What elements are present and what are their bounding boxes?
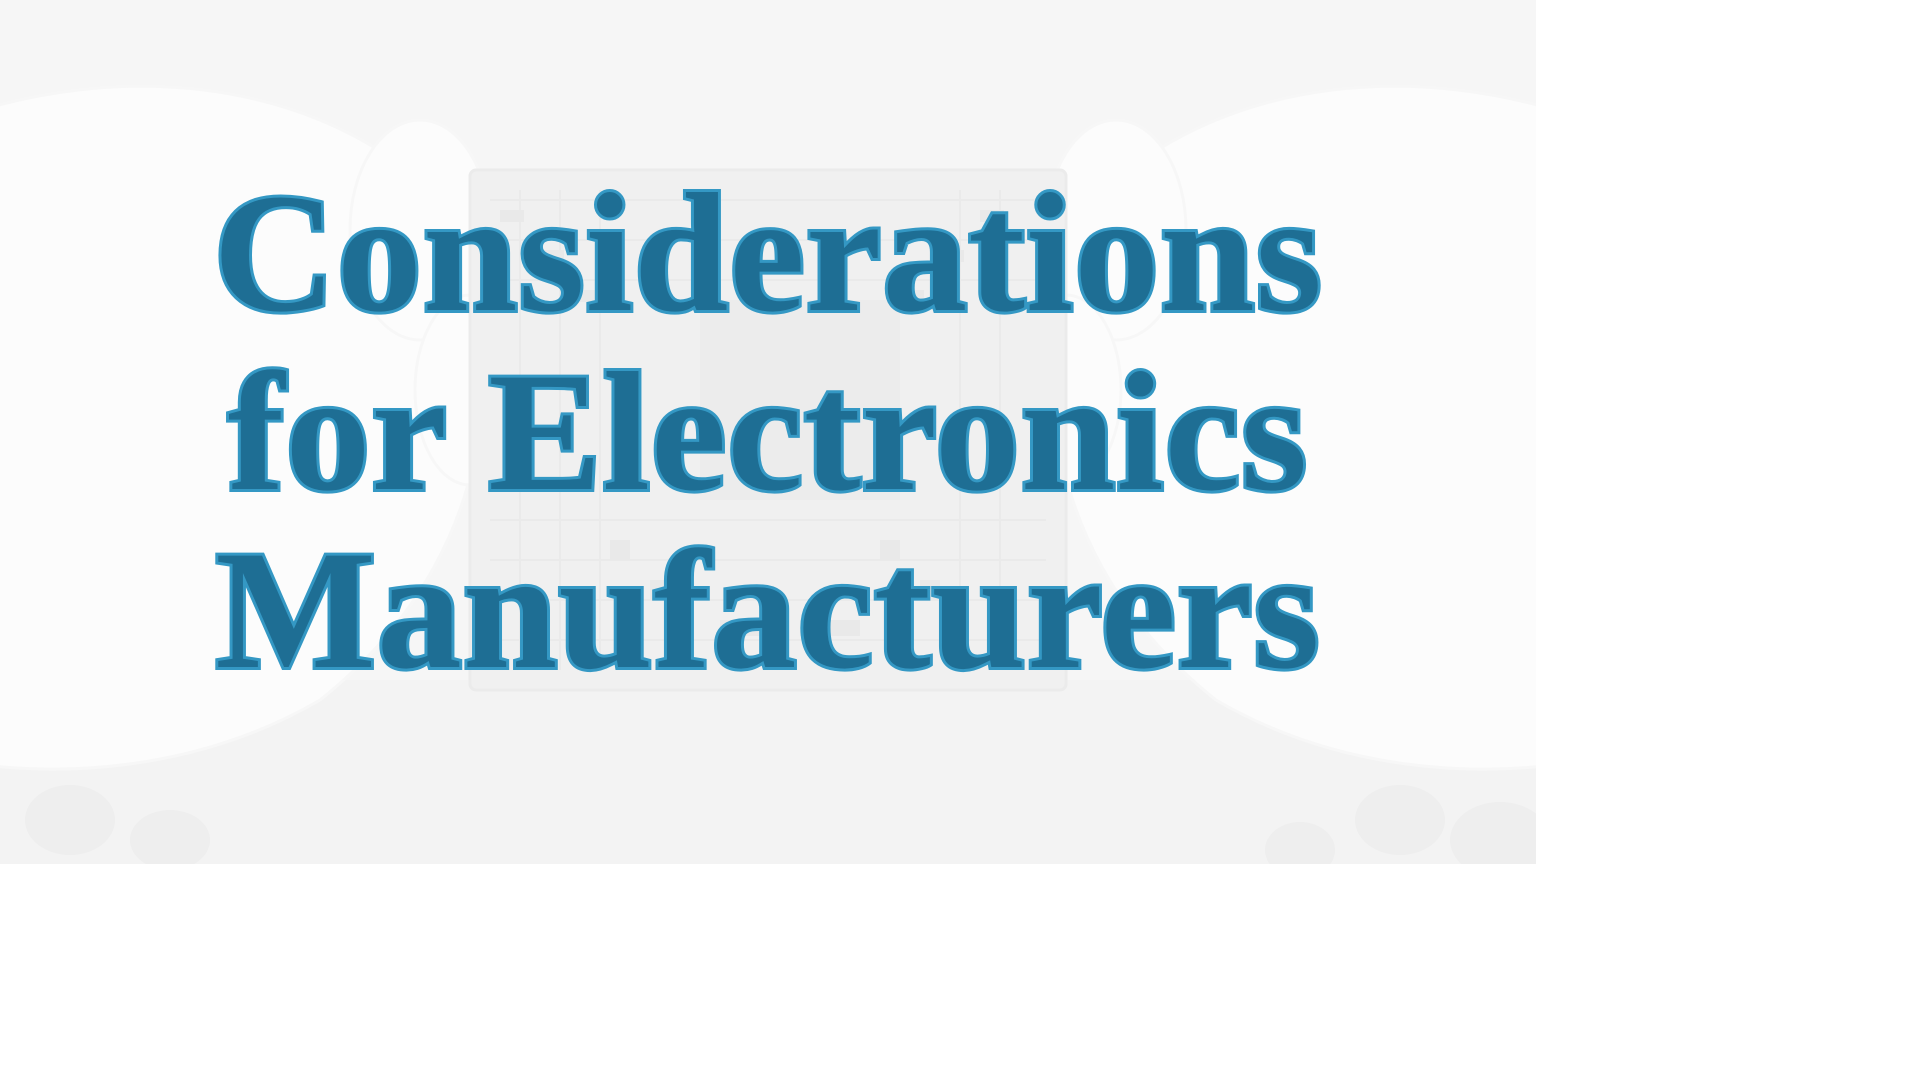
page-title: Considerations for Electronics Manufactu… — [213, 164, 1323, 700]
title-line-1: Considerations — [213, 159, 1323, 347]
title-container: Considerations for Electronics Manufactu… — [0, 0, 1536, 864]
title-line-3: Manufacturers — [215, 516, 1320, 704]
title-line-2: for Electronics — [228, 338, 1308, 526]
